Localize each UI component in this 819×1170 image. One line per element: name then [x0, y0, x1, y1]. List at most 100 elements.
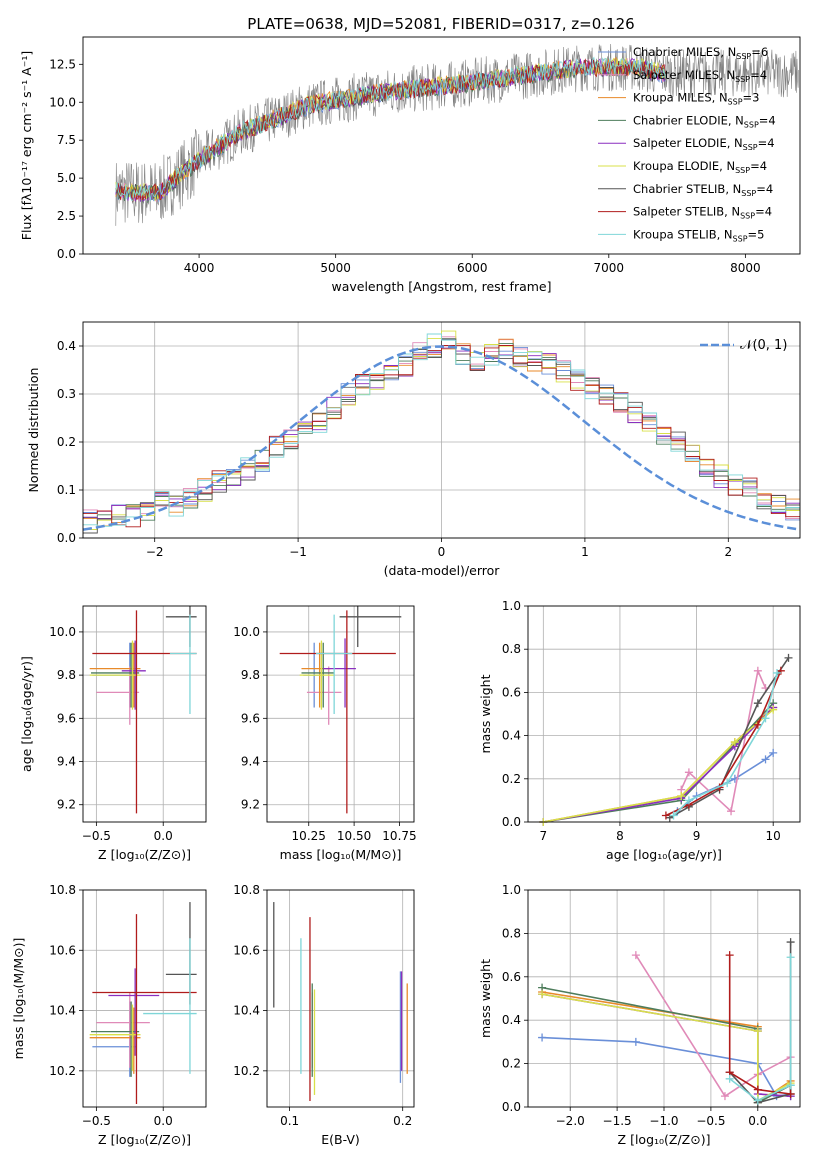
- y-tick-label: 2.5: [57, 209, 76, 223]
- x-axis-label: (data-model)/error: [384, 563, 501, 578]
- axes-frame: [82, 321, 801, 539]
- x-tick-label: 1: [581, 545, 589, 559]
- y-tick-label: 10.6: [49, 943, 76, 957]
- mass_vs_Z-axes: −0.5 0.0 10.2 10.4 10.6 10.8 Z [log₁₀(Z/Z⊙)] ma…: [11, 883, 207, 1147]
- weight-marker: [784, 653, 793, 662]
- weight-marker: [631, 1037, 640, 1046]
- axes-frame: [527, 605, 801, 823]
- y-axis-label: Flux [fλ10⁻¹⁷ erg cm⁻² s⁻¹ A⁻¹]: [19, 51, 34, 240]
- y-axis-label: mass [log₁₀(M/M⊙)]: [11, 938, 26, 1060]
- x-axis-label: age [log₁₀(age/yr)]: [606, 847, 722, 862]
- weight-marker: [753, 699, 762, 708]
- x-tick-label: −2.0: [556, 1114, 585, 1128]
- observed-spectrum: [115, 43, 799, 226]
- legend-label: Salpeter ELODIE, NSSP=4: [633, 136, 775, 152]
- weight-marker: [786, 938, 795, 947]
- weight-marker: [753, 1096, 762, 1105]
- normal-curve: [83, 345, 800, 531]
- y-tick-label: 9.4: [241, 755, 260, 769]
- weight-marker: [684, 796, 693, 805]
- y-tick-label: 10.0: [49, 625, 76, 639]
- y-tick-label: 10.4: [233, 1004, 260, 1018]
- weight_vs_Z-axes: −2.0 −1.5 −1.0 −0.5 0.0 0.0 0.2 0.4 0.6 0.8 1.0 Z […: [478, 883, 801, 1147]
- x-tick-label: 6000: [457, 261, 488, 275]
- legend-label: Chabrier STELIB, NSSP=4: [633, 182, 773, 198]
- y-tick-label: 0.8: [502, 926, 521, 940]
- axes-frame: [527, 889, 801, 1108]
- weight-marker: [677, 792, 686, 801]
- y-axis-label: mass weight: [478, 959, 493, 1038]
- histogram-step: [83, 333, 800, 527]
- y-tick-label: 10.8: [49, 883, 76, 897]
- weight-line: [541, 986, 792, 1105]
- legend-label: Salpeter STELIB, NSSP=4: [633, 205, 772, 221]
- x-axis-label: Z [log₁₀(Z/Z⊙)]: [618, 1132, 711, 1147]
- legend-label: 𝒩(0, 1): [740, 338, 787, 353]
- weight-marker: [725, 951, 734, 960]
- weight-line: [543, 709, 774, 822]
- weight-line: [543, 706, 774, 822]
- weight-marker: [753, 1027, 762, 1036]
- residuals-axes: −2 −1 0 1 2 0.0 0.1 0.2 0.3 0.4 (data-model)/error…: [26, 321, 801, 578]
- y-tick-label: 0.2: [502, 772, 521, 786]
- x-axis-label: E(B-V): [321, 1132, 360, 1147]
- axes-frame: [82, 889, 207, 1108]
- histogram-step: [83, 345, 800, 528]
- y-tick-label: 0.6: [502, 970, 521, 984]
- axes-frame: [82, 36, 801, 255]
- y-tick-label: 0.4: [502, 1013, 521, 1027]
- x-tick-label: 8000: [730, 261, 761, 275]
- weight-marker: [786, 1081, 795, 1090]
- legend-label: Kroupa MILES, NSSP=3: [633, 91, 759, 107]
- weight-line: [728, 955, 791, 1095]
- y-tick-label: 10.2: [233, 1064, 260, 1078]
- weight-marker: [725, 1074, 734, 1083]
- y-tick-label: 10.2: [49, 1064, 76, 1078]
- y-tick-label: 0.2: [502, 1057, 521, 1071]
- legend-label: Kroupa STELIB, NSSP=5: [633, 227, 764, 243]
- y-tick-label: 9.4: [57, 755, 76, 769]
- model-spectrum: [115, 56, 666, 202]
- x-tick-label: 10.50: [337, 829, 371, 843]
- x-tick-label: −1.5: [603, 1114, 632, 1128]
- weight-marker: [786, 953, 795, 962]
- x-tick-label: 10.75: [382, 829, 416, 843]
- y-tick-label: 9.8: [57, 668, 76, 682]
- x-axis-label: wavelength [Angstrom, rest frame]: [331, 279, 551, 294]
- weight-marker: [786, 1089, 795, 1098]
- legend-label: Chabrier ELODIE, NSSP=4: [633, 113, 776, 129]
- weight-marker: [753, 1085, 762, 1094]
- y-tick-label: 0.0: [57, 247, 76, 261]
- figure-title: PLATE=0638, MJD=52081, FIBERID=0317, z=0…: [247, 15, 634, 33]
- x-tick-label: 4000: [184, 261, 215, 275]
- x-tick-label: 0.0: [154, 829, 173, 843]
- weight-marker: [723, 779, 732, 788]
- weight-line: [673, 672, 778, 817]
- y-tick-label: 1.0: [502, 599, 521, 613]
- y-tick-label: 0.2: [57, 435, 76, 449]
- x-tick-label: 10: [766, 829, 781, 843]
- x-tick-label: 0.1: [280, 1114, 299, 1128]
- age_vs_mass-axes: 10.25 10.50 10.75 9.2 9.4 9.6 9.8 10.0 mass [log…: [233, 605, 417, 862]
- weight_vs_age-axes: 7 8 9 10 0.0 0.2 0.4 0.6 0.8 1.0 age [log₁₀(age/yr…: [478, 599, 801, 862]
- weight-marker: [684, 768, 693, 777]
- x-tick-label: 0: [438, 545, 446, 559]
- y-tick-label: 0.4: [57, 339, 76, 353]
- y-tick-label: 0.3: [57, 387, 76, 401]
- x-tick-label: −0.5: [696, 1114, 725, 1128]
- weight-marker: [753, 720, 762, 729]
- y-tick-label: 0.1: [57, 483, 76, 497]
- weight-marker: [769, 705, 778, 714]
- x-tick-label: −2: [146, 545, 164, 559]
- weight-marker: [773, 668, 782, 677]
- x-tick-label: 0.0: [154, 1114, 173, 1128]
- y-tick-label: 9.8: [241, 668, 260, 682]
- y-tick-label: 1.0: [502, 883, 521, 897]
- weight-marker: [761, 755, 770, 764]
- y-tick-label: 12.5: [49, 57, 76, 71]
- y-tick-label: 0.0: [57, 531, 76, 545]
- y-tick-label: 0.0: [502, 815, 521, 829]
- x-tick-label: −0.5: [82, 829, 111, 843]
- x-tick-label: −0.5: [82, 1114, 111, 1128]
